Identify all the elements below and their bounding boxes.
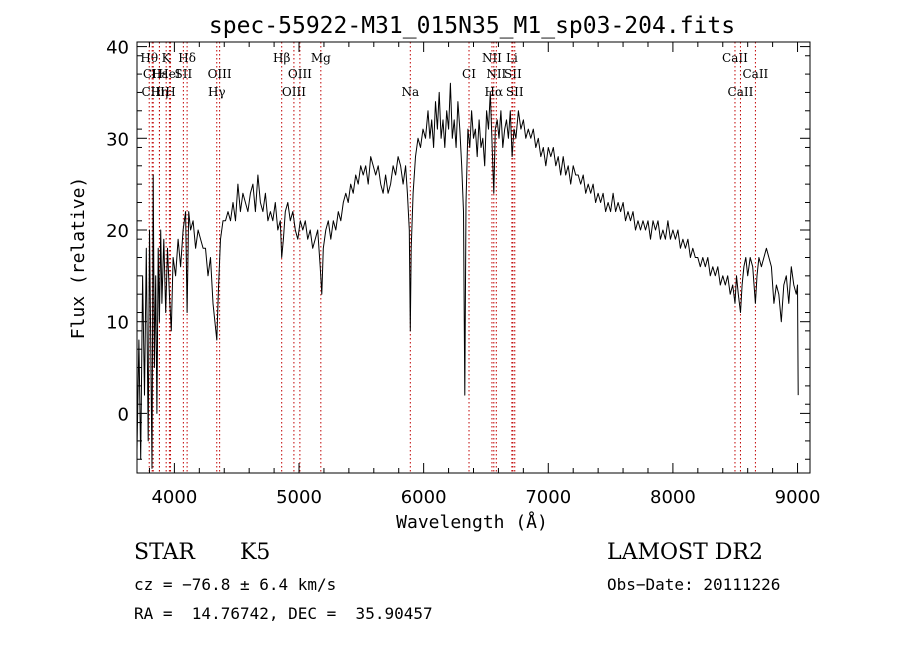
spectral-line-label: Hθ — [140, 51, 158, 65]
spectral-line-label: Mg — [311, 51, 331, 65]
spectral-line-label: H — [165, 85, 175, 99]
spectral-line-label: Na — [401, 85, 419, 99]
object-subclass: K5 — [240, 540, 271, 565]
y-axis-ticks: 0 10 20 30 40 — [106, 38, 810, 460]
spectral-line-label: Hα — [485, 85, 504, 99]
spectral-line-label: CaII — [728, 85, 754, 99]
spectral-line-label: SII — [504, 67, 522, 81]
redshift-velocity: cz = −76.8 ± 6.4 km/s — [134, 575, 337, 594]
x-tick-label: 7000 — [525, 487, 571, 508]
y-tick-label: 40 — [106, 38, 129, 59]
spectral-line-label: NII — [486, 67, 506, 81]
spectral-line-label: CII — [143, 67, 162, 81]
survey-name: LAMOST DR2 — [607, 540, 763, 565]
spectral-line-label: CaII — [742, 67, 768, 81]
observation-date: Obs−Date: 20111226 — [607, 575, 781, 594]
spectral-line-label: K — [162, 51, 172, 65]
spectral-line-label: OIII — [208, 67, 232, 81]
spectral-line-label: CI — [462, 67, 476, 81]
x-axis-ticks: 4000 5000 6000 7000 8000 9000 — [148, 42, 821, 508]
y-tick-label: 0 — [118, 404, 129, 425]
chart-title: spec-55922-M31_015N35_M1_sp03-204.fits — [209, 13, 735, 39]
x-tick-label: 6000 — [401, 487, 447, 508]
x-axis-label: Wavelength (Å) — [396, 511, 548, 533]
spectral-line-label: OIII — [282, 85, 306, 99]
x-tick-label: 9000 — [775, 487, 821, 508]
y-tick-label: 10 — [106, 313, 129, 334]
spectral-line-label: Hβ — [273, 51, 290, 65]
spectral-line-label: Hγ — [208, 85, 226, 99]
x-tick-label: 5000 — [276, 487, 322, 508]
coordinates: RA = 14.76742, DEC = 35.90457 — [134, 604, 433, 623]
spectral-line-markers: HθCIICIIIHεHηKHHeISIIHδOIIIHγHβOIIIOIIIM… — [140, 42, 769, 473]
x-tick-label: 8000 — [650, 487, 696, 508]
spectral-line-label: Hδ — [178, 51, 196, 65]
plot-frame — [136, 41, 811, 474]
x-tick-label: 4000 — [151, 487, 197, 508]
spectral-line-label: OIII — [288, 67, 312, 81]
spectral-line-label: HeI — [158, 67, 181, 81]
y-axis-label: Flux (relative) — [68, 177, 89, 340]
spectral-line-label: CaII — [722, 51, 748, 65]
spectral-line-label: SII — [506, 85, 524, 99]
y-tick-label: 30 — [106, 129, 129, 150]
spectral-line-label: NII — [482, 51, 502, 65]
spectral-line-label: SII — [175, 67, 193, 81]
spectral-line-label: Hη — [151, 85, 169, 99]
object-class: STAR — [134, 540, 195, 565]
spectrum-series — [136, 82, 799, 469]
spectral-line-label: Li — [506, 51, 518, 65]
spectrum-line — [136, 82, 799, 469]
y-tick-label: 20 — [106, 221, 129, 242]
